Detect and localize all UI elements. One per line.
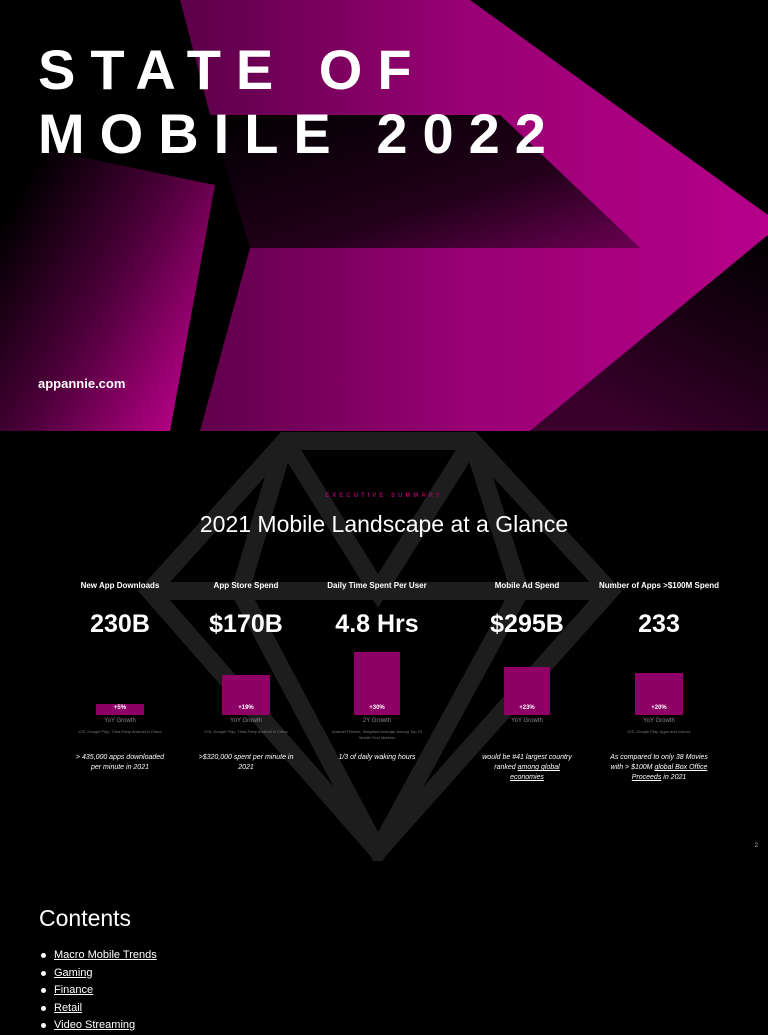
metric-note: >$320,000 spent per minute in 2021 xyxy=(198,754,294,771)
metric-note: > 435,000 apps downloaded per minute in … xyxy=(75,754,165,771)
growth-bar: +19% xyxy=(222,675,270,715)
contents-link-video-streaming[interactable]: Video Streaming xyxy=(54,1019,136,1031)
contents-section: Contents Macro Mobile Trends Gaming Fina… xyxy=(0,861,768,1031)
summary-title: 2021 Mobile Landscape at a Glance xyxy=(199,511,569,537)
contents-link-macro-mobile-trends[interactable]: Macro Mobile Trends xyxy=(54,949,157,961)
metric-note-tail: in 2021 xyxy=(663,774,687,781)
growth-label: YoY Growth xyxy=(104,718,136,724)
list-item: Gaming xyxy=(39,965,157,983)
contents-heading: Contents xyxy=(39,905,132,931)
diamond-watermark-icon xyxy=(137,432,623,861)
metric-label: App Store Spend xyxy=(213,581,279,590)
metric-value: 4.8 Hrs xyxy=(335,610,419,638)
cover-chevron-graphic xyxy=(0,0,768,431)
website-link[interactable]: appannie.com xyxy=(38,376,126,391)
metric-mobile-ad-spend: Mobile Ad Spend $295B +23% YoY Growth wo… xyxy=(462,581,592,783)
list-item: Retail xyxy=(39,1000,157,1018)
metric-note-link[interactable]: global Box Office Proceeds xyxy=(631,764,708,781)
cover-title: STATE OF MOBILE 2022 xyxy=(38,38,561,166)
metric-note: As compared to only 38 Movies with > $10… xyxy=(594,753,724,783)
metric-label: Daily Time Spent Per User xyxy=(327,581,427,590)
growth-label: 2Y Growth xyxy=(362,718,392,724)
metric-source: iOS, Google Play, Third-Party Android in… xyxy=(204,729,288,734)
metric-note-text: would be #41 largest country ranked xyxy=(482,754,572,771)
cover-title-line2: MOBILE 2022 xyxy=(38,102,561,165)
growth-percent: +30% xyxy=(369,705,385,711)
contents-link-gaming[interactable]: Gaming xyxy=(54,966,93,979)
metric-apps-over-100m: Number of Apps >$100M Spend 233 +20% YoY… xyxy=(594,581,724,783)
list-item: Macro Mobile Trends xyxy=(39,947,157,965)
metric-source: iOS, Google Play, Third-Party Android in… xyxy=(78,729,162,734)
metric-app-store-spend: App Store Spend $170B +19% YoY Growth iO… xyxy=(181,581,311,773)
growth-bar: +5% xyxy=(96,704,144,715)
growth-percent: +23% xyxy=(519,705,535,711)
contents-list: Macro Mobile Trends Gaming Finance Retai… xyxy=(39,947,157,1035)
executive-summary-section: EXECUTIVE SUMMARY 2021 Mobile Landscape … xyxy=(0,431,768,861)
page-number: 2 xyxy=(754,843,758,849)
growth-label: YoY Growth xyxy=(511,718,543,724)
growth-percent: +19% xyxy=(238,705,254,711)
growth-bar: +23% xyxy=(504,667,550,715)
metric-daily-time-spent: Daily Time Spent Per User 4.8 Hrs +30% 2… xyxy=(312,581,442,763)
list-item: Video Streaming xyxy=(39,1017,157,1035)
contents-link-finance[interactable]: Finance xyxy=(54,984,94,996)
metric-label: Number of Apps >$100M Spend xyxy=(599,581,719,590)
growth-bar: +20% xyxy=(635,673,683,715)
metric-note: 1/3 of daily waking hours xyxy=(338,754,416,761)
metric-source: Android Phones; Weighted Average Among T… xyxy=(331,729,423,740)
contents-link-retail[interactable]: Retail xyxy=(54,1001,83,1014)
growth-percent: +5% xyxy=(113,705,127,711)
summary-eyebrow: EXECUTIVE SUMMARY xyxy=(325,493,443,499)
list-item: Finance xyxy=(39,982,157,1000)
growth-percent: +20% xyxy=(651,705,667,711)
cover-title-line1: STATE OF xyxy=(38,38,427,101)
metric-value: 230B xyxy=(90,610,150,638)
growth-bar: +30% xyxy=(354,652,400,715)
metric-note: would be #41 largest country ranked amon… xyxy=(462,753,592,783)
growth-label: YoY Growth xyxy=(643,718,675,724)
metric-source xyxy=(462,729,592,749)
metric-source: iOS, Google Play, Apps and Games xyxy=(627,729,691,734)
metric-new-app-downloads: New App Downloads 230B +5% YoY Growth iO… xyxy=(55,581,185,773)
growth-label: YoY Growth xyxy=(230,718,262,724)
cover-section: STATE OF MOBILE 2022 appannie.com xyxy=(0,0,768,431)
metric-label: New App Downloads xyxy=(80,581,160,590)
metric-note-text: As compared to only 38 Movies with > $10… xyxy=(610,754,708,771)
metric-label: Mobile Ad Spend xyxy=(494,581,560,590)
metric-value: $170B xyxy=(209,610,283,638)
metric-value: $295B xyxy=(490,610,564,638)
metric-value: 233 xyxy=(638,610,680,638)
metric-note-link[interactable]: among global economies xyxy=(510,764,560,781)
